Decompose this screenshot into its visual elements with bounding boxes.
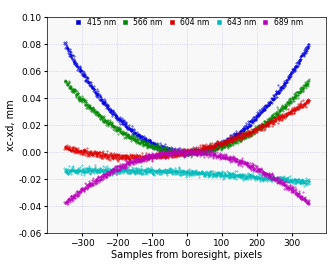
Legend: 415 nm, 566 nm, 604 nm, 643 nm, 689 nm: 415 nm, 566 nm, 604 nm, 643 nm, 689 nm	[69, 16, 304, 28]
X-axis label: Samples from boresight, pixels: Samples from boresight, pixels	[111, 251, 262, 260]
Y-axis label: xc-xd, mm: xc-xd, mm	[6, 99, 16, 151]
